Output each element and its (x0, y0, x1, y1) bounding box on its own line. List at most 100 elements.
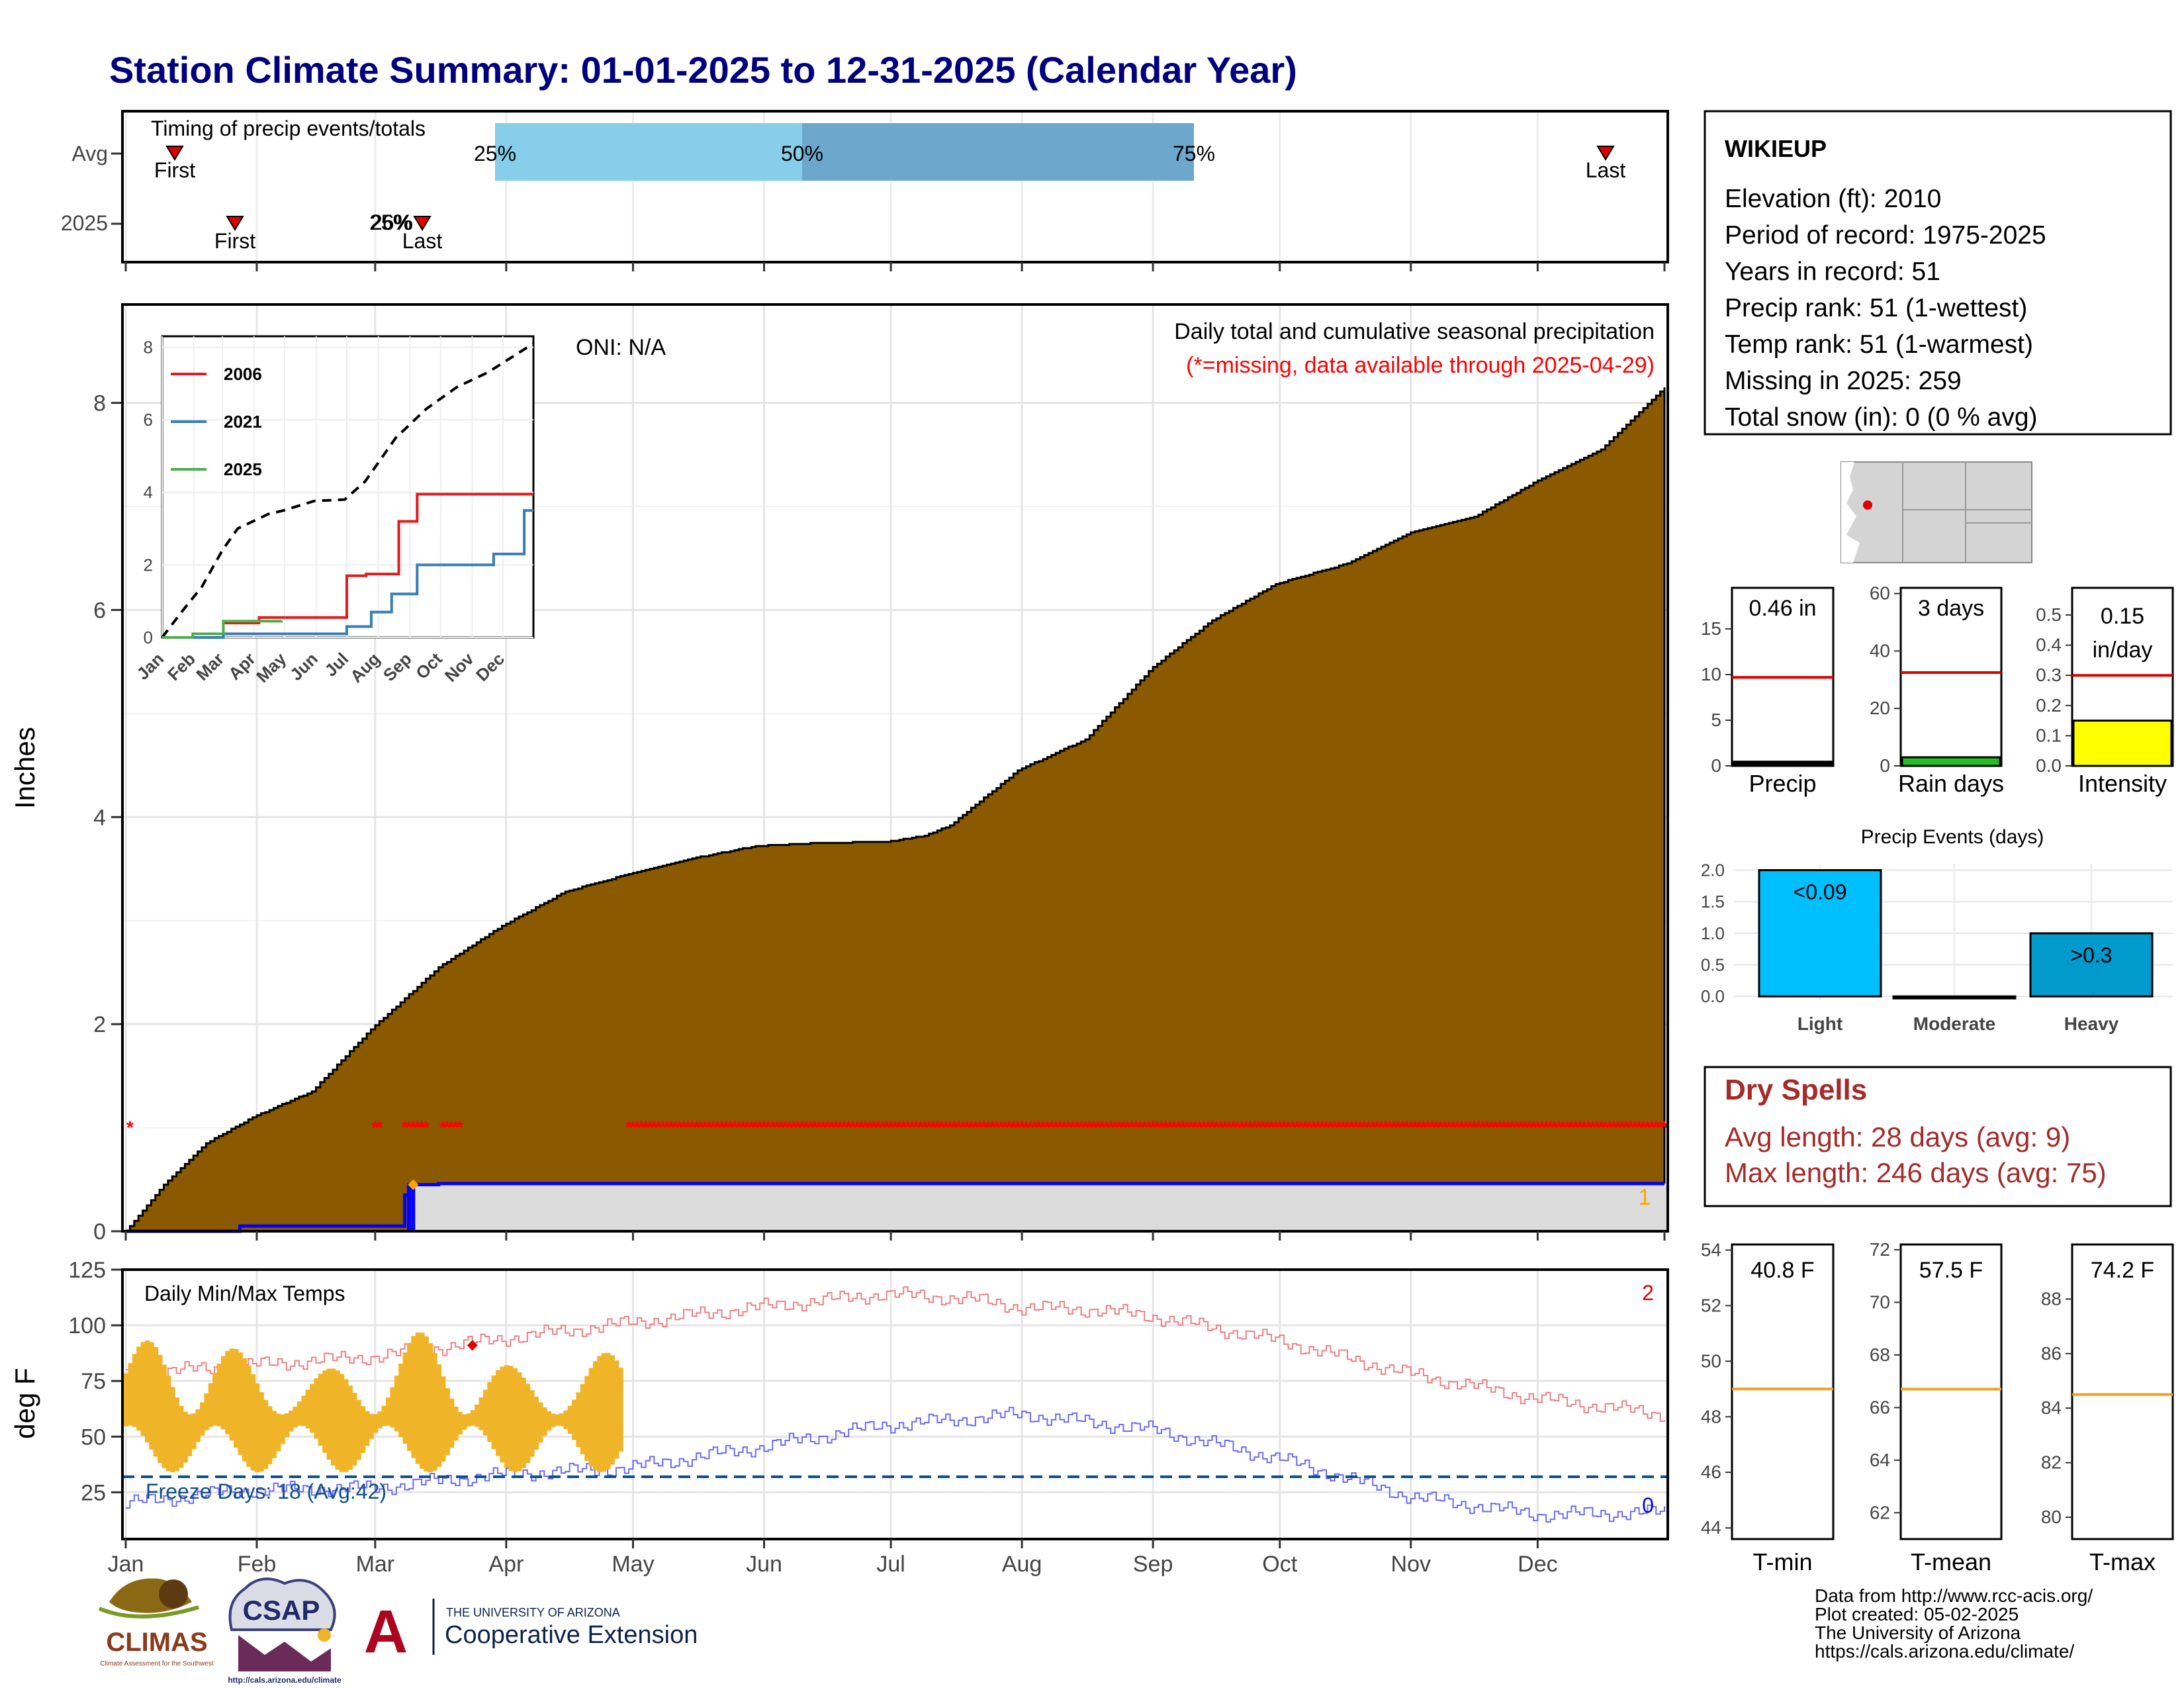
observed-temp-bar (199, 1402, 205, 1436)
timing-row-2025-label: 2025 (61, 211, 108, 235)
observed-temp-bar (140, 1342, 146, 1436)
small-bar-ytick-label: 10 (1701, 664, 1721, 684)
missing-day-marker: * (845, 1117, 852, 1138)
missing-day-marker: * (1462, 1117, 1469, 1138)
missing-day-marker: * (1424, 1117, 1432, 1138)
events-ytick-label: 1.0 (1701, 923, 1725, 943)
temp-panel-border (121, 1268, 1669, 1540)
missing-day-marker: * (1217, 1117, 1224, 1138)
climas-logo-sun (159, 1579, 188, 1609)
observed-temp-bar (284, 1413, 290, 1438)
missing-day-marker: * (1150, 1117, 1157, 1138)
main-ytick-label: 0 (93, 1219, 106, 1244)
small-bar-xlabel: Intensity (2078, 770, 2167, 797)
events-bar (2029, 932, 2154, 998)
missing-day-marker: * (1580, 1117, 1588, 1138)
observed-temp-bar (424, 1336, 429, 1472)
missing-day-marker: * (1576, 1117, 1584, 1138)
missing-day-marker: * (709, 1117, 717, 1138)
missing-day-marker: * (1200, 1117, 1207, 1138)
climas-logo-subtext: Climate Assessment for the Southwest (100, 1660, 213, 1667)
normal-min-line (126, 1407, 1665, 1523)
missing-day-marker: * (638, 1117, 645, 1138)
missing-day-marker: * (756, 1117, 764, 1138)
missing-day-marker: * (452, 1117, 459, 1138)
observed-temp-bar (525, 1383, 531, 1464)
temp-count-top: 2 (1642, 1281, 1654, 1305)
missing-day-marker: * (764, 1117, 772, 1138)
missing-day-marker: * (1166, 1117, 1173, 1138)
missing-day-marker: * (1564, 1117, 1571, 1138)
observed-temp-bar (563, 1410, 569, 1429)
temp-summary-ytick-label: 54 (1701, 1239, 1721, 1260)
missing-day-marker: * (1572, 1117, 1579, 1138)
missing-day-marker: * (1488, 1117, 1495, 1138)
missing-day-marker: * (1610, 1117, 1617, 1138)
missing-day-marker: * (1589, 1117, 1596, 1138)
missing-day-marker: * (841, 1117, 848, 1138)
main-count-label: 1 (1639, 1185, 1651, 1210)
oni-label: ONI: N/A (576, 335, 666, 360)
events-bar (1892, 995, 2017, 1000)
observed-temp-bar (610, 1355, 615, 1465)
missing-day-marker: * (1145, 1117, 1152, 1138)
missing-day-marker: * (1124, 1117, 1131, 1138)
missing-day-marker: * (1441, 1117, 1448, 1138)
missing-day-marker: * (993, 1117, 1000, 1138)
observed-temp-bar (293, 1406, 298, 1428)
csap-logo-url: http://cals.arizona.edu/climate (228, 1675, 341, 1685)
observed-temp-bar (402, 1352, 408, 1444)
observed-temp-bar (432, 1352, 437, 1471)
missing-day-marker: * (672, 1117, 679, 1138)
month-label: Dec (1518, 1552, 1557, 1577)
missing-day-marker: * (1187, 1117, 1195, 1138)
missing-day-marker: * (676, 1117, 683, 1138)
month-label: Feb (238, 1552, 277, 1577)
missing-day-marker: * (1128, 1117, 1136, 1138)
observed-temp-bar (280, 1414, 285, 1444)
csap-logo-sun (318, 1628, 331, 1642)
missing-day-marker: * (1407, 1117, 1414, 1138)
record-high-marker (467, 1340, 478, 1351)
month-label: Sep (1133, 1552, 1173, 1577)
missing-day-marker: * (443, 1117, 451, 1138)
missing-day-marker: * (1285, 1117, 1292, 1138)
month-label: Apr (488, 1552, 523, 1577)
small-bar-ytick-label: 0.2 (2036, 695, 2062, 716)
observed-temp-bar (356, 1399, 361, 1460)
missing-day-marker: * (1192, 1117, 1199, 1138)
observed-temp-bar (411, 1336, 416, 1458)
missing-day-marker: * (693, 1117, 700, 1138)
observed-temp-bar (529, 1390, 535, 1457)
missing-day-marker: * (1162, 1117, 1169, 1138)
missing-day-marker: * (955, 1117, 962, 1138)
observed-temp-bar (580, 1384, 586, 1454)
missing-day-marker: * (1196, 1117, 1203, 1138)
small-bar-ytick-label: 0 (1711, 755, 1721, 776)
missing-day-marker: * (760, 1117, 768, 1138)
missing-day-marker: * (439, 1117, 447, 1138)
missing-day-marker: * (1483, 1117, 1490, 1138)
missing-day-marker: * (824, 1117, 831, 1138)
missing-day-marker: * (1614, 1117, 1621, 1138)
missing-day-marker: * (866, 1117, 874, 1138)
missing-day-marker: * (1179, 1117, 1186, 1138)
events-ytick-label: 0.5 (1701, 955, 1725, 975)
missing-day-marker: * (1040, 1117, 1047, 1138)
dry-spells-box (1704, 1066, 2172, 1207)
csap-logo-mountains (238, 1635, 331, 1671)
missing-day-marker: * (1205, 1117, 1212, 1138)
missing-day-marker: * (1458, 1117, 1465, 1138)
timing-label: Timing of precip events/totals (151, 117, 426, 140)
observed-temp-bar (314, 1378, 319, 1439)
small-bar-ytick-label: 40 (1870, 640, 1890, 661)
missing-day-marker: * (697, 1117, 704, 1138)
small-bar-ytick-label: 0.0 (2036, 755, 2062, 776)
timing-panel-border (121, 110, 1669, 263)
observed-temp-bar (225, 1350, 230, 1434)
temp-summary-ytick-label: 86 (2041, 1343, 2062, 1364)
small-bar-ytick-label: 0.5 (2036, 604, 2062, 625)
missing-day-marker: * (900, 1117, 907, 1138)
temp-y-axis-label: deg F (9, 1368, 40, 1438)
observed-temp-bar (576, 1392, 581, 1448)
